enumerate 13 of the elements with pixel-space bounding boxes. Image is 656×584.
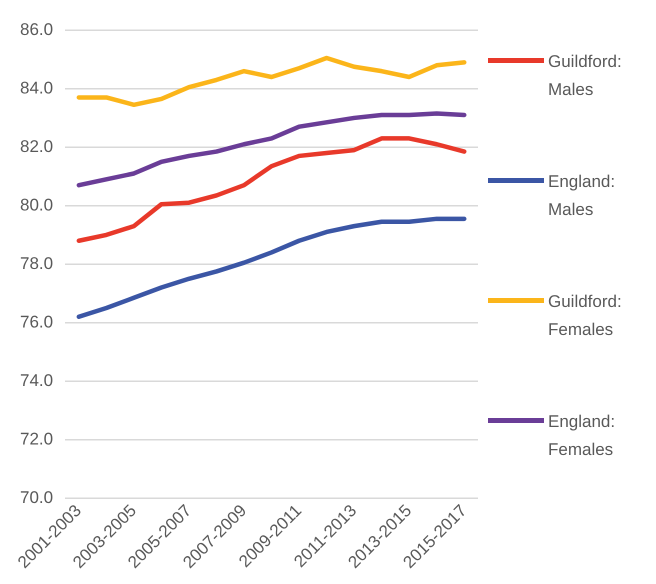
legend-label: Guildford: Females: [548, 291, 623, 341]
y-tick-label: 86.0: [20, 20, 54, 39]
y-tick-label: 72.0: [20, 429, 54, 448]
legend-label: England: Males: [548, 171, 616, 221]
y-tick-label: 78.0: [20, 254, 54, 273]
legend-label: England: Females: [548, 411, 616, 461]
y-tick-label: 82.0: [20, 136, 54, 156]
y-tick-label: 76.0: [20, 312, 54, 332]
y-tick-label: 74.0: [20, 370, 54, 390]
y-tick-label: 84.0: [20, 78, 54, 98]
legend-label: Guildford: Males: [548, 51, 623, 101]
y-tick-label: 80.0: [20, 195, 54, 214]
y-tick-label: 70.0: [20, 488, 54, 507]
